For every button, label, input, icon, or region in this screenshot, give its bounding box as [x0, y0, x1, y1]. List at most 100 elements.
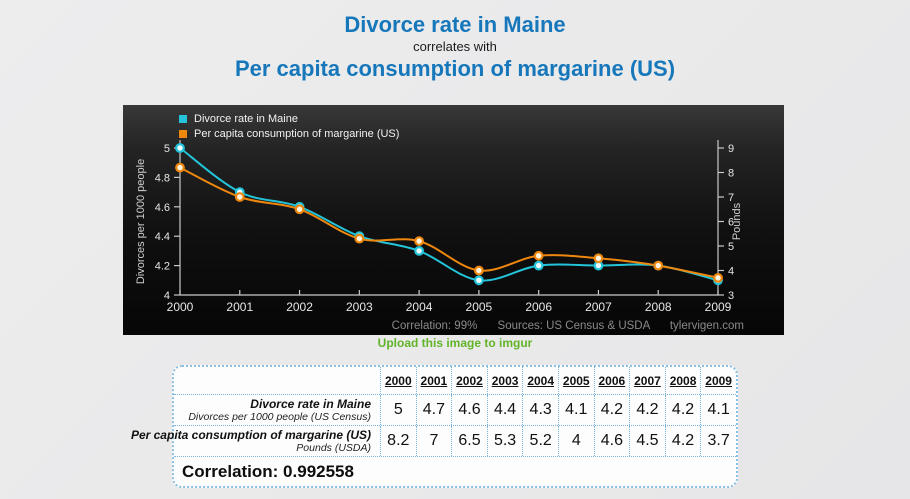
data-point: [533, 260, 544, 271]
value-cell: 4.2: [664, 395, 701, 425]
data-point: [533, 250, 544, 261]
upload-to-imgur-link[interactable]: Upload this image to imgur: [377, 336, 533, 350]
value-cell: 4: [557, 426, 594, 456]
data-point: [354, 233, 365, 244]
chart-footer-correlation: Correlation: 99%: [391, 320, 478, 332]
table-row: Per capita consumption of margarine (US)…: [131, 425, 736, 456]
chart-text: 2001: [226, 300, 253, 314]
chart-text: 2000: [167, 300, 194, 314]
chart-text: Divorces per 1000 people: [135, 159, 147, 284]
chart-text: 4.6: [155, 202, 170, 214]
chart-text: 4: [164, 290, 170, 302]
chart-text: 4.4: [155, 231, 170, 243]
table-header-row: 2000 2001 2002 2003 2004 2005 2006 2007 2008 2009: [174, 367, 736, 394]
chart-text: 2009: [705, 300, 732, 314]
value-cell: 3.7: [700, 426, 736, 456]
data-point: [414, 236, 425, 247]
title-correlates-with: correlates with: [413, 39, 497, 54]
value-cell: 4.4: [486, 395, 523, 425]
value-cell: 5.3: [486, 426, 523, 456]
legend-label-margarine: Per capita consumption of margarine (US): [194, 127, 400, 140]
data-point: [175, 143, 185, 153]
chart-footer-site: tylervigen.com: [669, 320, 744, 332]
chart-text: 2003: [346, 300, 373, 314]
data-point: [175, 162, 185, 173]
year-header-cell[interactable]: 2000: [380, 367, 416, 394]
year-header-cell[interactable]: 2008: [664, 367, 701, 394]
legend-label-divorce: Divorce rate in Maine: [194, 112, 298, 125]
value-cell: 8.2: [380, 426, 416, 456]
correlation-value: Correlation: 0.992558: [174, 456, 736, 486]
chart-footer-sources: Sources: US Census & USDA: [497, 320, 650, 332]
year-header-cell[interactable]: 2004: [522, 367, 558, 394]
year-header-cell[interactable]: 2009: [700, 367, 736, 394]
legend-item-margarine: Per capita consumption of margarine (US): [179, 126, 399, 141]
chart-text: 4.2: [155, 261, 170, 273]
value-cell: 6.5: [451, 426, 487, 456]
series-line: [179, 147, 719, 282]
chart-text: 8: [728, 168, 734, 180]
data-point: [473, 265, 484, 276]
value-cell: 5.2: [522, 426, 558, 456]
chart-text: 2006: [525, 300, 552, 314]
chart-text: 3: [728, 290, 734, 302]
year-header-cell[interactable]: 2001: [415, 367, 452, 394]
value-cell: 4.6: [593, 426, 630, 456]
data-table: 2000 2001 2002 2003 2004 2005 2006 2007 2008 2009…: [131, 365, 738, 488]
value-cell: 4.2: [664, 426, 701, 456]
value-cell: 4.2: [629, 395, 665, 425]
value-cell: 4.5: [629, 426, 665, 456]
title-series2: Per capita consumption of margarine (US): [234, 56, 676, 81]
value-cell: 4.6: [451, 395, 487, 425]
value-cell: 4.2: [593, 395, 630, 425]
chart-text: 2008: [645, 300, 672, 314]
chart-text: 5: [164, 143, 170, 155]
data-point: [653, 260, 664, 271]
page-header: Divorce rate in Maine correlates with Pe…: [0, 12, 910, 82]
chart-footer: Correlation: 99% Sources: US Census & US…: [392, 320, 744, 332]
year-header-cell[interactable]: 2002: [451, 367, 487, 394]
chart-text: 2005: [466, 300, 493, 314]
chart-text: 2004: [406, 300, 433, 314]
value-cell: 4.3: [522, 395, 558, 425]
title-series1: Divorce rate in Maine: [344, 12, 566, 37]
chart-text: 6: [728, 217, 734, 229]
data-point: [593, 253, 604, 264]
table-header-label-cell: [174, 367, 380, 394]
chart-text: Pounds: [731, 202, 743, 240]
chart-legend: Divorce rate in Maine Per capita consump…: [179, 111, 399, 141]
row-label-cell: Divorce rate in Maine Divorces per 1000 p…: [174, 395, 380, 425]
chart-text: 5: [728, 241, 734, 253]
data-point: [473, 275, 484, 286]
data-point: [234, 192, 245, 202]
legend-item-divorce: Divorce rate in Maine: [179, 111, 399, 126]
data-point: [414, 245, 425, 256]
data-point: [294, 204, 305, 215]
value-cell: 7: [415, 426, 452, 456]
legend-swatch-margarine-icon: [179, 129, 187, 138]
row-label-cell: Per capita consumption of margarine (US)…: [131, 426, 380, 456]
value-cell: 5: [380, 395, 416, 425]
value-cell: 4.1: [557, 395, 594, 425]
table-row: Divorce rate in Maine Divorces per 1000 p…: [174, 394, 736, 425]
chart-text: 4: [728, 266, 734, 278]
chart-text: 9: [728, 143, 734, 155]
row-subtitle: Pounds (USDA): [296, 441, 371, 454]
year-header-cell[interactable]: 2007: [629, 367, 665, 394]
chart-text: 2002: [286, 300, 313, 314]
year-header-cell[interactable]: 2003: [486, 367, 523, 394]
legend-swatch-divorce-icon: [179, 114, 187, 123]
value-cell: 4.1: [700, 395, 736, 425]
chart-text: 2007: [585, 300, 612, 314]
row-title: Per capita consumption of margarine (US): [130, 427, 371, 442]
value-cell: 4.7: [415, 395, 452, 425]
row-title: Divorce rate in Maine: [250, 396, 371, 411]
chart-plot: 4 4.2 4.4 4.6 4.8 5 3 4 5 6 7 8 9 2000 2001 2002 2003 200…: [135, 140, 743, 314]
chart-text: 7: [728, 192, 734, 204]
row-subtitle: Divorces per 1000 people (US Census): [188, 410, 371, 423]
year-header-cell[interactable]: 2005: [557, 367, 594, 394]
chart-text: 4.8: [155, 172, 170, 184]
year-header-cell[interactable]: 2006: [593, 367, 630, 394]
series-line: [179, 166, 719, 279]
correlation-chart: 4 4.2 4.4 4.6 4.8 5 3 4 5 6 7 8 9 2000 2001 2002 2003 200…: [123, 105, 784, 335]
